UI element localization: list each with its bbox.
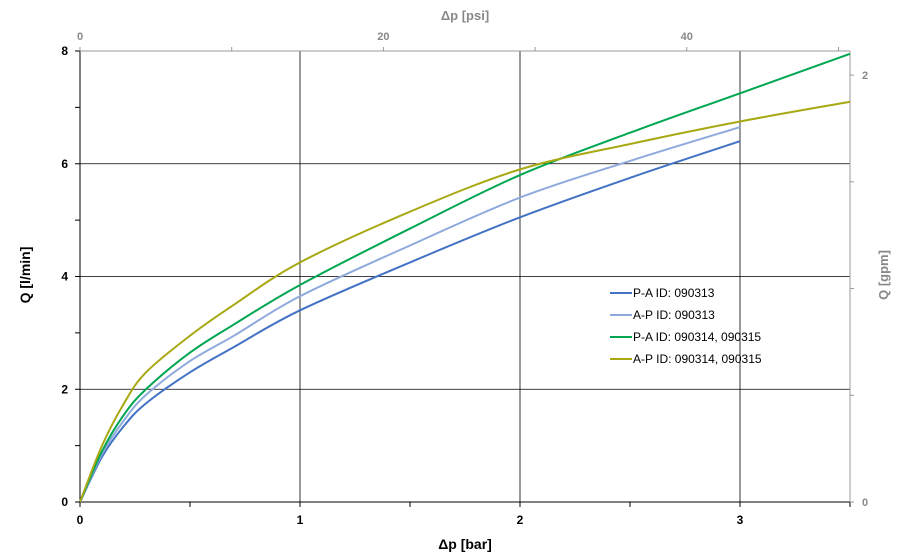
y2-tick-label: 2 (862, 70, 868, 82)
plot-frame (79, 50, 851, 503)
y-axis-title: Q [l/min] (17, 247, 33, 304)
x-tick-label: 2 (517, 513, 524, 527)
y-tick-label: 6 (61, 157, 68, 171)
grid (80, 50, 850, 502)
x-tick-label: 0 (77, 513, 84, 527)
x2-axis-title: Δp [psi] (441, 8, 489, 23)
legend-label-1: P-A ID: 090313 (633, 286, 715, 300)
x-tick-label: 3 (737, 513, 744, 527)
legend: P-A ID: 090313 A-P ID: 090313 P-A ID: 0903… (610, 286, 762, 366)
series-layer (79, 52, 851, 503)
x2-tick-label: 20 (377, 31, 389, 43)
series-line-1 (79, 140, 741, 503)
legend-label-2: A-P ID: 090313 (633, 308, 715, 322)
legend-label-3: P-A ID: 090314, 090315 (633, 330, 761, 344)
series-line-2 (79, 126, 741, 503)
series-line-3 (79, 52, 851, 503)
series-line-4 (79, 100, 851, 503)
y-tick-label: 0 (61, 495, 68, 509)
y-tick-label: 4 (61, 270, 68, 284)
legend-label-4: A-P ID: 090314, 090315 (633, 352, 762, 366)
x-axis-title: Δp [bar] (438, 536, 492, 552)
y2-tick-label: 0 (862, 497, 868, 509)
y2-axis-title: Q [gpm] (876, 250, 891, 300)
y-tick-label: 2 (61, 382, 68, 396)
x2-tick-label: 0 (77, 31, 83, 43)
x2-tick-label: 40 (681, 31, 693, 43)
y-tick-label: 8 (61, 44, 68, 58)
x-tick-label: 1 (297, 513, 304, 527)
